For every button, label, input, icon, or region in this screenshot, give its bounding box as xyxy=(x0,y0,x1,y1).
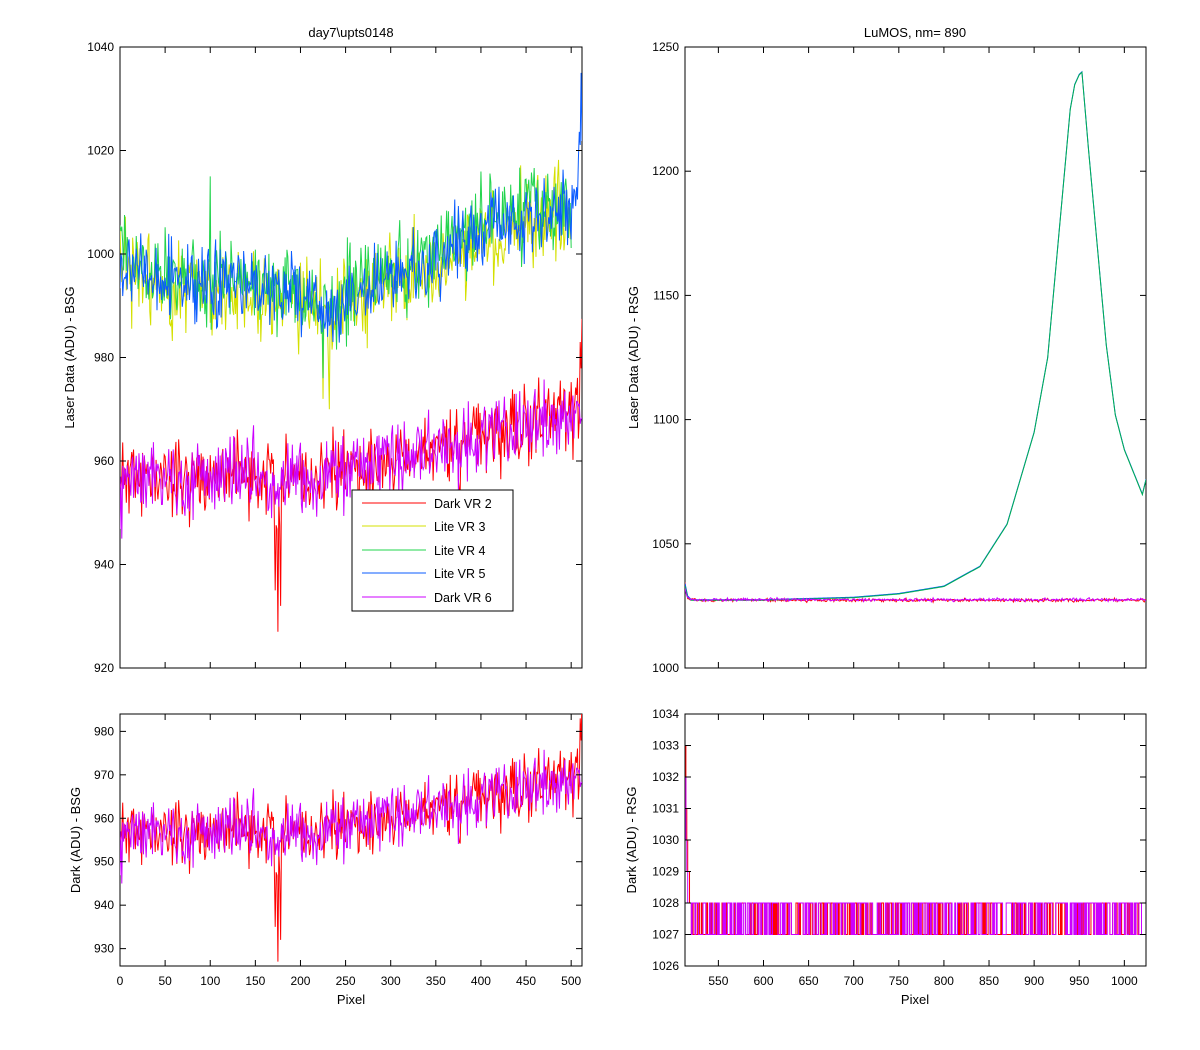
x-tick-label: 450 xyxy=(516,974,536,988)
x-tick-label: 950 xyxy=(1069,974,1089,988)
series-layer xyxy=(120,72,582,632)
series-line xyxy=(120,749,582,884)
series-layer xyxy=(685,745,1146,935)
y-tick-label: 930 xyxy=(94,942,114,956)
y-tick-label: 1000 xyxy=(87,247,114,261)
y-tick-label: 950 xyxy=(94,855,114,869)
x-tick-label: 850 xyxy=(979,974,999,988)
x-tick-label: 750 xyxy=(889,974,909,988)
ticks-layer: 930 940 950 960 970 980 0 50 100 150 200 250 300 350 4… xyxy=(94,714,582,988)
y-tick-label: 1026 xyxy=(652,959,679,973)
legend-entry: Dark VR 2 xyxy=(434,497,492,511)
ticks-layer: 920 940 960 980 1000 1020 1040 xyxy=(87,40,582,675)
legend-entry: Lite VR 3 xyxy=(434,520,485,534)
x-tick-label: 200 xyxy=(290,974,310,988)
x-tick-label: 350 xyxy=(426,974,446,988)
y-axis-label: Laser Data (ADU) - BSG xyxy=(62,286,77,428)
y-axis-label: Dark (ADU) - BSG xyxy=(68,787,83,893)
y-tick-label: 980 xyxy=(94,351,114,365)
plot-area xyxy=(684,46,1147,669)
x-tick-label: 400 xyxy=(471,974,491,988)
y-tick-label: 970 xyxy=(94,768,114,782)
y-tick-label: 960 xyxy=(94,454,114,468)
x-tick-label: 1000 xyxy=(1111,974,1138,988)
series-line xyxy=(120,72,582,343)
x-tick-label: 250 xyxy=(336,974,356,988)
legend: Dark VR 2 Lite VR 3 Lite VR 4 Lite VR 5 … xyxy=(351,489,514,612)
y-tick-label: 1100 xyxy=(653,413,679,427)
plot-title: LuMOS, nm= 890 xyxy=(864,25,966,40)
series-line xyxy=(685,776,1146,935)
legend-entry: Dark VR 6 xyxy=(434,591,492,605)
y-tick-label: 960 xyxy=(94,811,114,825)
series-line xyxy=(685,588,1146,603)
y-tick-label: 1200 xyxy=(652,164,679,178)
y-tick-label: 1000 xyxy=(652,661,679,675)
y-tick-label: 1040 xyxy=(87,40,114,54)
y-tick-label: 1033 xyxy=(652,739,679,753)
y-tick-label: 1029 xyxy=(652,865,679,879)
y-tick-label: 1050 xyxy=(652,537,679,551)
panel-top-left: 920 940 960 980 1000 1020 1040 day7\upts0148 L… xyxy=(62,25,583,675)
y-tick-label: 1031 xyxy=(652,802,679,816)
x-tick-label: 300 xyxy=(381,974,401,988)
ticks-layer: 1026 1027 1028 1029 1030 1031 1032 1033 1034 550 6… xyxy=(652,707,1146,988)
x-tick-label: 600 xyxy=(753,974,773,988)
y-tick-label: 940 xyxy=(94,898,114,912)
panel-bottom-left: 930 940 950 960 970 980 0 50 100 150 200 250 300 350 4… xyxy=(68,713,583,1007)
y-tick-label: 1030 xyxy=(652,833,679,847)
x-axis-label: Pixel xyxy=(337,992,365,1007)
y-tick-label: 920 xyxy=(94,661,114,675)
y-tick-label: 1028 xyxy=(652,896,679,910)
legend-entry: Lite VR 5 xyxy=(434,567,485,581)
x-tick-label: 650 xyxy=(799,974,819,988)
x-tick-label: 800 xyxy=(934,974,954,988)
ticks-layer: 1000 1050 1100 1150 1200 1250 xyxy=(652,40,1146,675)
y-tick-label: 980 xyxy=(94,724,114,738)
x-tick-label: 500 xyxy=(561,974,581,988)
y-tick-label: 1250 xyxy=(652,40,679,54)
y-tick-label: 1034 xyxy=(652,707,679,721)
x-tick-label: 150 xyxy=(245,974,265,988)
y-tick-label: 1150 xyxy=(653,288,679,302)
x-tick-label: 100 xyxy=(200,974,220,988)
x-tick-label: 700 xyxy=(844,974,864,988)
x-axis-label: Pixel xyxy=(901,992,929,1007)
x-tick-label: 550 xyxy=(708,974,728,988)
plot-area xyxy=(119,713,583,967)
series-line xyxy=(120,379,582,539)
y-tick-label: 1032 xyxy=(652,770,679,784)
y-tick-label: 1020 xyxy=(87,144,114,158)
series-layer xyxy=(120,714,582,962)
plot-title: day7\upts0148 xyxy=(308,25,393,40)
series-line xyxy=(685,71,1146,601)
x-tick-label: 900 xyxy=(1024,974,1044,988)
x-tick-label: 0 xyxy=(117,974,124,988)
panel-bottom-right: 1026 1027 1028 1029 1030 1031 1032 1033 1034 550 6… xyxy=(624,707,1147,1007)
x-tick-label: 50 xyxy=(158,974,172,988)
y-axis-label: Laser Data (ADU) - RSG xyxy=(626,286,641,429)
legend-entry: Lite VR 4 xyxy=(434,544,485,558)
y-tick-label: 940 xyxy=(94,558,114,572)
series-layer xyxy=(685,70,1146,604)
y-axis-label: Dark (ADU) - RSG xyxy=(624,787,639,894)
y-tick-label: 1027 xyxy=(652,928,679,942)
